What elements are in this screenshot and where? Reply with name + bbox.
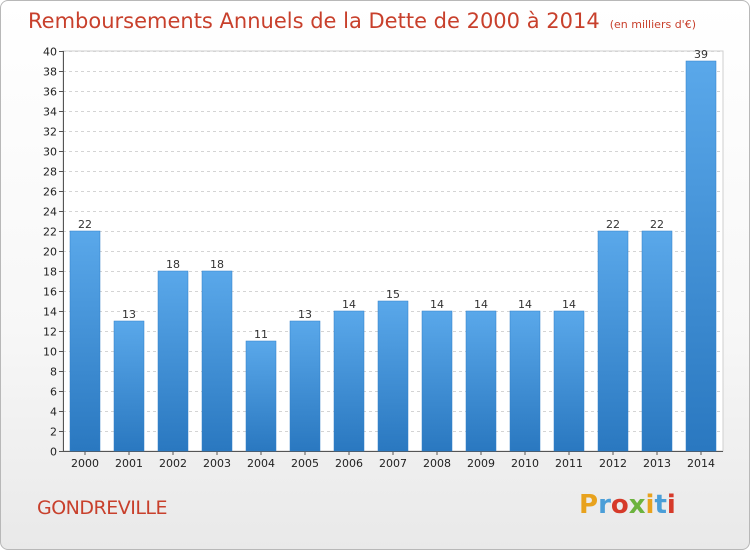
y-tick-label: 12 <box>43 326 57 339</box>
logo-letter: o <box>610 490 629 520</box>
x-tick-label-2014: 2014 <box>687 457 715 470</box>
bar-2014 <box>685 60 717 452</box>
y-tick-label: 6 <box>50 386 57 399</box>
bar-2005 <box>289 320 321 452</box>
x-tick-label-2002: 2002 <box>159 457 187 470</box>
y-tick-label: 38 <box>43 66 57 79</box>
bar-2000 <box>69 230 101 452</box>
x-tick-label-2008: 2008 <box>423 457 451 470</box>
y-tick-label: 2 <box>50 426 57 439</box>
chart-title-text: Remboursements Annuels de la Dette de 20… <box>28 9 600 33</box>
logo-letter: t <box>654 490 667 520</box>
y-tick-label: 10 <box>43 346 57 359</box>
data-label-2006: 14 <box>342 298 356 311</box>
bar-2010 <box>509 310 541 452</box>
data-label-2008: 14 <box>430 298 444 311</box>
x-tick-label-2001: 2001 <box>115 457 143 470</box>
data-label-2012: 22 <box>606 218 620 231</box>
logo-letter: P <box>579 490 599 520</box>
y-tick-label: 40 <box>43 46 57 59</box>
data-label-2011: 14 <box>562 298 576 311</box>
data-label-2010: 14 <box>518 298 532 311</box>
y-tick-label: 32 <box>43 126 57 139</box>
bar-2008 <box>421 310 453 452</box>
chart-subtitle: (en milliers d'€) <box>609 18 696 31</box>
bar-2006 <box>333 310 365 452</box>
data-label-2003: 18 <box>210 258 224 271</box>
data-label-2004: 11 <box>254 328 268 341</box>
x-tick-label-2004: 2004 <box>247 457 275 470</box>
bar-2007 <box>377 300 409 452</box>
place-name: GONDREVILLE <box>37 497 168 519</box>
data-label-2014: 39 <box>694 48 708 61</box>
y-tick-label: 28 <box>43 166 57 179</box>
x-tick-label-2003: 2003 <box>203 457 231 470</box>
bar-2011 <box>553 310 585 452</box>
x-tick-label-2011: 2011 <box>555 457 583 470</box>
chart-title: Remboursements Annuels de la Dette de 20… <box>28 9 696 33</box>
y-tick-label: 26 <box>43 186 57 199</box>
bar-2004 <box>245 340 277 452</box>
y-tick-label: 14 <box>43 306 57 319</box>
bar-2002 <box>157 270 189 452</box>
data-label-2013: 22 <box>650 218 664 231</box>
x-tick-label-2012: 2012 <box>599 457 627 470</box>
bar-2003 <box>201 270 233 452</box>
data-label-2001: 13 <box>122 308 136 321</box>
data-label-2009: 14 <box>474 298 488 311</box>
x-tick-label-2006: 2006 <box>335 457 363 470</box>
logo-letter: r <box>598 490 611 520</box>
bar-2001 <box>113 320 145 452</box>
y-tick-label: 4 <box>50 406 57 419</box>
logo-letter: i <box>666 490 676 520</box>
data-label-2002: 18 <box>166 258 180 271</box>
y-tick-label: 22 <box>43 226 57 239</box>
y-tick-label: 8 <box>50 366 57 379</box>
bar-2009 <box>465 310 497 452</box>
x-tick-label-2013: 2013 <box>643 457 671 470</box>
y-tick-label: 16 <box>43 286 57 299</box>
y-tick-label: 24 <box>43 206 57 219</box>
proxiti-logo: Proxiti <box>579 490 676 520</box>
bar-2013 <box>641 230 673 452</box>
x-tick-label-2007: 2007 <box>379 457 407 470</box>
bar-2012 <box>597 230 629 452</box>
y-tick-label: 20 <box>43 246 57 259</box>
logo-letter: x <box>628 490 646 520</box>
x-tick-label-2009: 2009 <box>467 457 495 470</box>
y-tick-label: 34 <box>43 106 57 119</box>
data-label-2007: 15 <box>386 288 400 301</box>
x-tick-label-2005: 2005 <box>291 457 319 470</box>
y-tick-label: 36 <box>43 86 57 99</box>
logo-letter: i <box>645 490 655 520</box>
data-label-2000: 22 <box>78 218 92 231</box>
y-tick-label: 0 <box>50 446 57 459</box>
y-tick-label: 30 <box>43 146 57 159</box>
x-tick-label-2000: 2000 <box>71 457 99 470</box>
y-tick-label: 18 <box>43 266 57 279</box>
data-label-2005: 13 <box>298 308 312 321</box>
x-tick-label-2010: 2010 <box>511 457 539 470</box>
